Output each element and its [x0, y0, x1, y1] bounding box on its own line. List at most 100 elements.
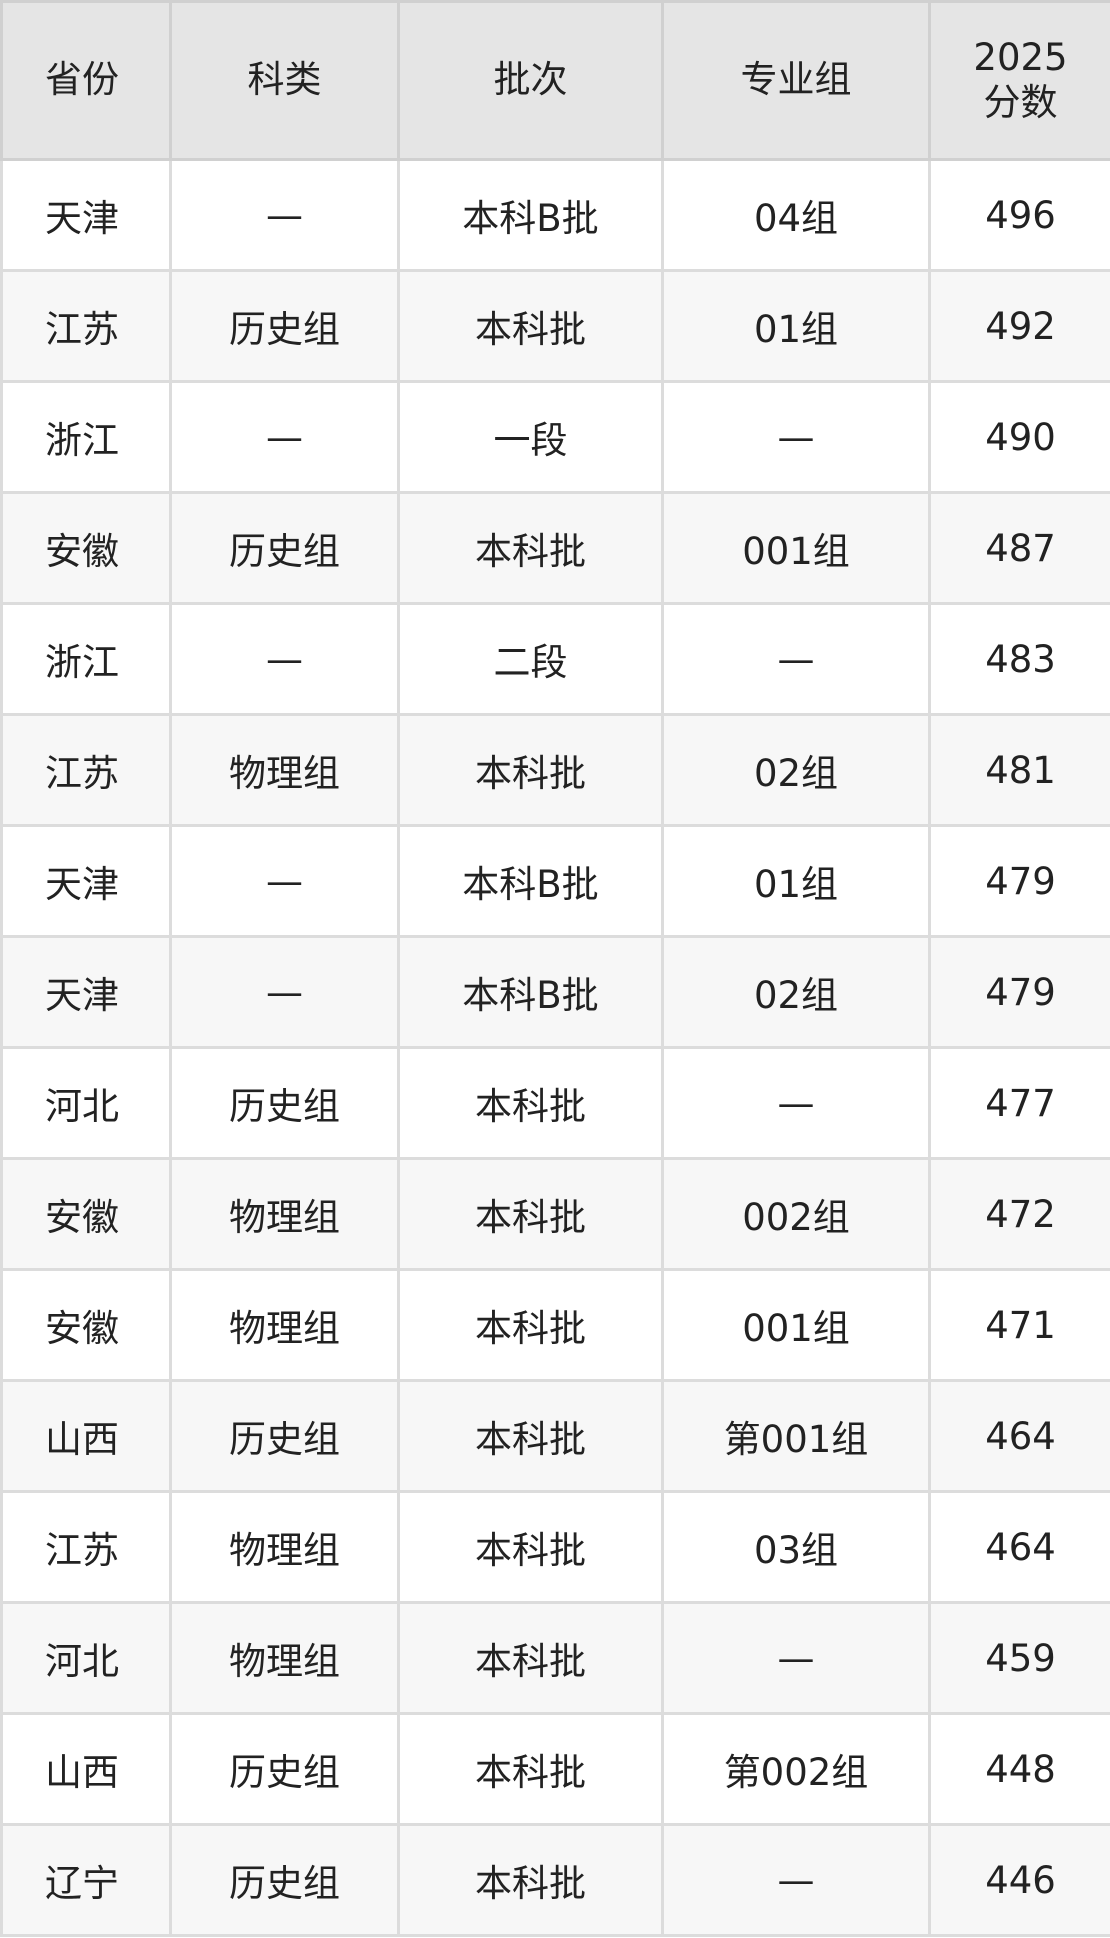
- cell-subject: —: [169, 824, 400, 938]
- table-row: 江苏 历史组 本科批 01组 492: [0, 269, 1110, 383]
- cell-batch: 本科批: [397, 713, 664, 827]
- cell-province: 浙江: [0, 602, 172, 716]
- cell-batch: 本科批: [397, 1268, 664, 1382]
- table-row: 安徽 历史组 本科批 001组 487: [0, 491, 1110, 605]
- cell-subject: 历史组: [169, 1379, 400, 1493]
- cell-score: 464: [928, 1490, 1110, 1604]
- cell-subject: —: [169, 602, 400, 716]
- cell-score: 496: [928, 158, 1110, 272]
- cell-province: 山西: [0, 1712, 172, 1826]
- cell-major-group: 01组: [661, 824, 931, 938]
- header-score-year: 2025: [973, 36, 1068, 80]
- header-province: 省份: [0, 0, 172, 161]
- cell-score: 464: [928, 1379, 1110, 1493]
- cell-batch: 本科B批: [397, 935, 664, 1049]
- cell-major-group: 002组: [661, 1157, 931, 1271]
- cell-score: 479: [928, 935, 1110, 1049]
- table-row: 辽宁 历史组 本科批 —446: [0, 1823, 1110, 1937]
- cell-province: 江苏: [0, 1490, 172, 1604]
- table-row: 天津 — 本科B批 02组 479: [0, 935, 1110, 1049]
- table-row: 江苏 物理组 本科批 03组 464: [0, 1490, 1110, 1604]
- cell-score: 490: [928, 380, 1110, 494]
- cell-score: 459: [928, 1601, 1110, 1715]
- cell-batch: 本科批: [397, 269, 664, 383]
- table-row: 浙江 — 二段 —483: [0, 602, 1110, 716]
- cell-province: 浙江: [0, 380, 172, 494]
- cell-province: 河北: [0, 1046, 172, 1160]
- cell-batch: 本科B批: [397, 158, 664, 272]
- cell-batch: 本科批: [397, 1490, 664, 1604]
- cell-major-group: 第002组: [661, 1712, 931, 1826]
- cell-province: 江苏: [0, 269, 172, 383]
- cell-major-group: 02组: [661, 713, 931, 827]
- cell-major-group: —: [661, 1823, 931, 1937]
- cell-score: 487: [928, 491, 1110, 605]
- cell-score: 446: [928, 1823, 1110, 1937]
- cell-province: 天津: [0, 935, 172, 1049]
- header-subject: 科类: [169, 0, 400, 161]
- cell-province: 辽宁: [0, 1823, 172, 1937]
- cell-subject: 历史组: [169, 269, 400, 383]
- cell-batch: 一段: [397, 380, 664, 494]
- cell-province: 安徽: [0, 1157, 172, 1271]
- cell-score: 483: [928, 602, 1110, 716]
- cell-major-group: 001组: [661, 1268, 931, 1382]
- cell-province: 山西: [0, 1379, 172, 1493]
- table-row: 安徽 物理组 本科批 001组 471: [0, 1268, 1110, 1382]
- cell-subject: —: [169, 158, 400, 272]
- cell-score: 492: [928, 269, 1110, 383]
- cell-batch: 本科批: [397, 1712, 664, 1826]
- cell-major-group: 01组: [661, 269, 931, 383]
- table-row: 安徽 物理组 本科批 002组 472: [0, 1157, 1110, 1271]
- cell-subject: 物理组: [169, 1157, 400, 1271]
- cell-major-group: 第001组: [661, 1379, 931, 1493]
- cell-province: 安徽: [0, 491, 172, 605]
- cell-province: 安徽: [0, 1268, 172, 1382]
- cell-subject: —: [169, 380, 400, 494]
- table-row: 河北 历史组 本科批 —477: [0, 1046, 1110, 1160]
- cell-score: 481: [928, 713, 1110, 827]
- header-batch: 批次: [397, 0, 664, 161]
- cell-subject: —: [169, 935, 400, 1049]
- cell-major-group: 04组: [661, 158, 931, 272]
- table-row: 山西 历史组 本科批 第002组 448: [0, 1712, 1110, 1826]
- table-row: 天津 — 本科B批 01组 479: [0, 824, 1110, 938]
- cell-major-group: —: [661, 602, 931, 716]
- cell-subject: 物理组: [169, 1601, 400, 1715]
- table-row: 山西 历史组 本科批 第001组 464: [0, 1379, 1110, 1493]
- cell-major-group: —: [661, 1601, 931, 1715]
- cell-score: 477: [928, 1046, 1110, 1160]
- header-score: 2025 分数: [928, 0, 1110, 161]
- table-row: 河北 物理组 本科批 —459: [0, 1601, 1110, 1715]
- cell-subject: 历史组: [169, 491, 400, 605]
- cell-score: 479: [928, 824, 1110, 938]
- cell-province: 河北: [0, 1601, 172, 1715]
- cell-subject: 历史组: [169, 1046, 400, 1160]
- cell-major-group: —: [661, 1046, 931, 1160]
- header-major-group: 专业组: [661, 0, 931, 161]
- cell-score: 472: [928, 1157, 1110, 1271]
- cell-major-group: 02组: [661, 935, 931, 1049]
- cell-batch: 本科B批: [397, 824, 664, 938]
- cell-subject: 物理组: [169, 1268, 400, 1382]
- cell-batch: 本科批: [397, 491, 664, 605]
- cell-score: 471: [928, 1268, 1110, 1382]
- cell-batch: 本科批: [397, 1157, 664, 1271]
- cell-province: 天津: [0, 158, 172, 272]
- cell-subject: 物理组: [169, 713, 400, 827]
- cell-subject: 物理组: [169, 1490, 400, 1604]
- header-score-label: 分数: [983, 80, 1058, 124]
- cell-subject: 历史组: [169, 1712, 400, 1826]
- table-row: 江苏 物理组 本科批 02组 481: [0, 713, 1110, 827]
- cell-major-group: —: [661, 380, 931, 494]
- cell-batch: 本科批: [397, 1823, 664, 1937]
- cell-province: 江苏: [0, 713, 172, 827]
- header-row: 省份 科类 批次 专业组 2025 分数: [0, 0, 1110, 161]
- cell-batch: 本科批: [397, 1046, 664, 1160]
- cell-province: 天津: [0, 824, 172, 938]
- cell-major-group: 001组: [661, 491, 931, 605]
- cell-subject: 历史组: [169, 1823, 400, 1937]
- table-row: 浙江 — 一段 —490: [0, 380, 1110, 494]
- table-row: 天津 — 本科B批 04组 496: [0, 158, 1110, 272]
